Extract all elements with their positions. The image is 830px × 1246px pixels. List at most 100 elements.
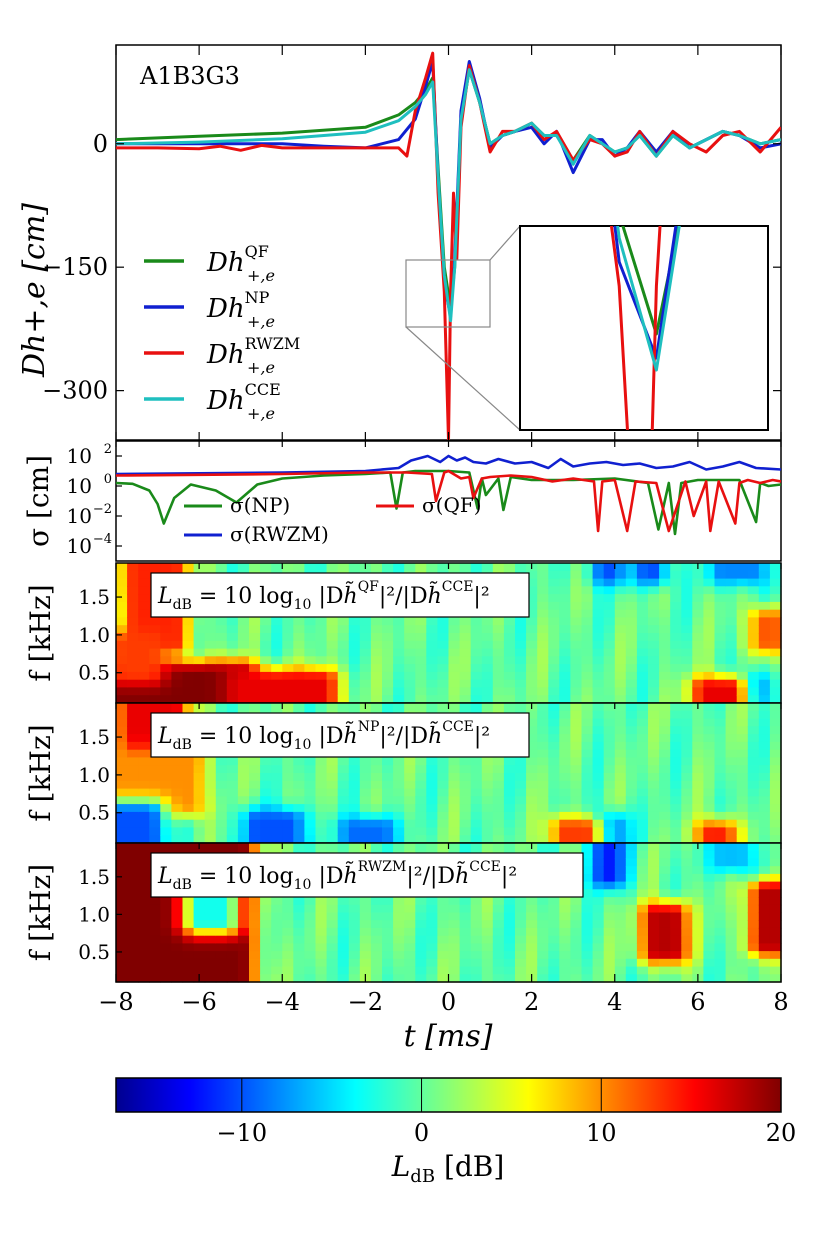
heatmap-cell [415, 912, 427, 921]
heatmap-cell [758, 904, 771, 914]
heatmap-cell [326, 843, 339, 852]
sigma-frame [115, 440, 782, 562]
heatmap-cell [415, 563, 427, 572]
heatmap-cell [326, 773, 339, 782]
heatmap-cell [614, 935, 627, 944]
heatmap-cell [670, 866, 682, 875]
heatmap-cell [481, 656, 494, 665]
heatmap-cell [681, 796, 693, 805]
heatmap-cell [603, 873, 616, 883]
heatmap-cell [515, 664, 527, 673]
heatmap-cell [370, 796, 383, 805]
heatmap-cell [537, 601, 549, 611]
heatmap-cell [282, 819, 294, 829]
heatmap-cell [581, 563, 594, 572]
heatmap-cell [703, 788, 716, 797]
heatmap-cell [526, 633, 538, 642]
heatmap-cell [636, 897, 649, 906]
heatmap-cell [503, 633, 516, 642]
heatmap-cell [614, 788, 627, 797]
heatmap-cell [692, 873, 704, 883]
heatmap-cell [393, 927, 405, 937]
heatmap-cell [648, 935, 660, 944]
heatmap-cell [260, 958, 272, 968]
heatmap-cell [127, 625, 139, 634]
heatmap-cell [758, 563, 771, 572]
heatmap-cell [636, 835, 649, 844]
heatmap-cell [370, 780, 383, 790]
heatmap-cell [138, 912, 150, 921]
heatmap-cell [537, 943, 549, 952]
heatmap-cell [503, 920, 516, 929]
heatmap-cell [226, 633, 239, 642]
heatmap-cell [559, 570, 571, 580]
heatmap-cell [747, 570, 760, 580]
heatmap-cell [570, 601, 583, 611]
heatmap-cell [415, 958, 427, 968]
heatmap-cell [648, 757, 660, 766]
heatmap-cell [548, 726, 560, 735]
heatmap-cell [559, 819, 571, 829]
heatmap-cell [537, 664, 549, 673]
heatmap-cell [149, 640, 161, 650]
heatmap-cell [703, 679, 716, 689]
heatmap-cell [204, 664, 217, 673]
heatmap-cell [171, 679, 184, 689]
heatmap-cell [515, 773, 527, 782]
heatmap-cell [271, 679, 283, 689]
heatmap-cell [570, 765, 583, 774]
heatmap-cell [703, 726, 716, 735]
heatmap-cell [714, 935, 727, 944]
heatmap-cell [459, 773, 472, 782]
heatmap-cell [204, 974, 217, 983]
heatmap-cell [659, 625, 671, 634]
heatmap-cell [127, 679, 139, 689]
heatmap-cell [138, 780, 150, 790]
heatmap-cell [171, 765, 184, 774]
heatmap-cell [326, 912, 339, 921]
heatmap-cell [714, 671, 727, 681]
heatmap-cell [681, 843, 693, 852]
heatmap-cell [160, 679, 172, 689]
heatmap-cell [116, 858, 128, 867]
heatmap-cell [636, 594, 649, 603]
heatmap-cell [182, 703, 195, 712]
heatmap-cell [648, 586, 660, 595]
heatmap-cell [559, 757, 571, 766]
legend-base: Dh [206, 386, 245, 416]
heatmap-cell [171, 640, 184, 650]
waveform-series [116, 51, 781, 440]
heatmap-cell [758, 811, 771, 821]
heatmap-cell [758, 703, 771, 712]
heatmap-cell [437, 920, 450, 929]
heatmap-cell [149, 788, 161, 797]
heatmap-cell [204, 835, 217, 844]
heatmap-cell [714, 858, 727, 867]
heatmap-cell [714, 656, 727, 665]
heatmap-cell [138, 773, 150, 782]
heatmap-cell [703, 773, 716, 782]
heatmap-cell [160, 780, 172, 790]
heatmap-cell [448, 780, 461, 790]
heatmap-cell [160, 664, 172, 673]
heatmap-cell [758, 726, 771, 735]
heatmap-cell [769, 951, 782, 960]
heatmap-cell [293, 563, 305, 572]
heatmap-cell [271, 765, 283, 774]
heatmap-cell [526, 710, 538, 720]
heatmap-cell [226, 827, 239, 836]
heatmap-cell [237, 819, 250, 829]
heatmap-cell [559, 563, 571, 572]
heatmap-cell [570, 843, 583, 852]
heatmap-cell [226, 927, 239, 937]
heatmap-cell [437, 757, 450, 766]
heatmap-cell [415, 687, 427, 696]
heatmap-cell [204, 648, 217, 657]
heatmap-cell [769, 858, 782, 867]
heatmap-cell [592, 640, 605, 650]
heatmap-cell [393, 904, 405, 914]
heatmap-cell [625, 749, 638, 759]
heatmap-cell [415, 796, 427, 805]
heatmap-cell [127, 811, 139, 821]
heatmap-cell [548, 765, 560, 774]
